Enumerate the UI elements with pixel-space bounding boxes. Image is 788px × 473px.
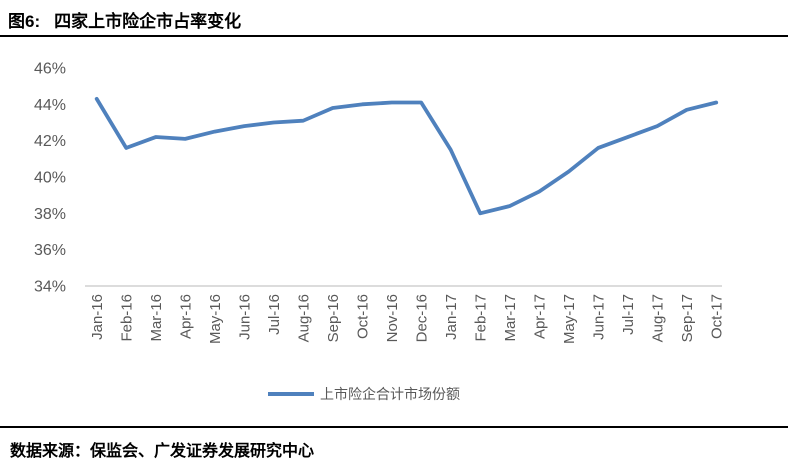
x-tick-label: Jun-16: [237, 294, 254, 340]
series-line: [94, 96, 719, 216]
y-tick-label: 40%: [34, 170, 66, 187]
x-tick-label: Jul-16: [266, 294, 283, 335]
x-tick-label: Aug-16: [296, 294, 313, 342]
x-tick-label: Jul-17: [620, 294, 637, 335]
x-tick-label: Aug-17: [650, 294, 667, 342]
x-tick-label: Nov-16: [384, 294, 401, 342]
x-tick-label: Jun-17: [591, 294, 608, 340]
y-tick-label: 42%: [34, 133, 66, 150]
y-tick-label: 44%: [34, 97, 66, 114]
x-tick-label: Jan-17: [443, 294, 460, 340]
y-tick-label: 34%: [34, 279, 66, 296]
x-tick-label: Sep-17: [679, 294, 696, 342]
y-axis-labels: 46% 44% 42% 40% 38% 36% 34%: [34, 61, 66, 296]
x-tick-label: Mar-16: [148, 294, 165, 342]
figure-footer: 数据来源：保监会、广发证券发展研究中心: [0, 426, 788, 461]
data-source-text: 数据来源：保监会、广发证券发展研究中心: [10, 443, 315, 460]
figure-number: 图6:: [8, 12, 41, 31]
x-tick-label: Apr-16: [178, 294, 195, 339]
x-tick-label: Oct-16: [355, 294, 372, 339]
x-tick-label: Jan-16: [89, 294, 106, 340]
y-tick-label: 38%: [34, 206, 66, 223]
legend-series-label: 上市险企合计市场份额: [320, 386, 460, 402]
x-tick-label: May-17: [561, 294, 578, 344]
x-tick-label: Mar-17: [502, 294, 519, 342]
y-tick-label: 36%: [34, 242, 66, 259]
line-chart-svg: 46% 44% 42% 40% 38% 36% 34% Jan-16 Feb-16 Mar-16 A…: [34, 61, 726, 345]
chart-legend: 上市险企合计市场份额: [0, 384, 758, 404]
x-tick-label: Apr-17: [532, 294, 549, 339]
x-tick-label: Feb-17: [473, 294, 490, 342]
x-tick-label: Sep-16: [325, 294, 342, 342]
figure-title: 四家上市险企市占率变化: [54, 12, 242, 31]
x-tick-label: May-16: [207, 294, 224, 344]
figure-header: 图6: 四家上市险企市占率变化: [0, 0, 788, 37]
x-tick-label: Feb-16: [119, 294, 136, 342]
x-tick-label: Oct-17: [709, 294, 726, 339]
chart-area: 46% 44% 42% 40% 38% 36% 34% Jan-16 Feb-16 Mar-16 A…: [0, 37, 788, 404]
y-tick-label: 46%: [34, 61, 66, 78]
x-axis-labels: Jan-16 Feb-16 Mar-16 Apr-16 May-16 Jun-16 Jul-…: [89, 294, 726, 344]
legend-line-swatch: [268, 392, 314, 396]
x-tick-label: Dec-16: [414, 294, 431, 342]
